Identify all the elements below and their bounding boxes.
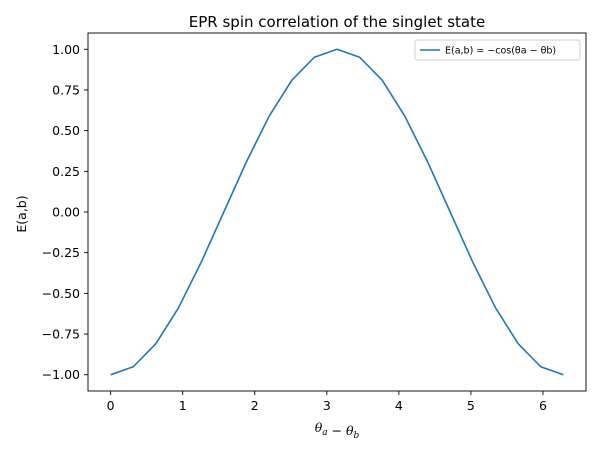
plot-frame xyxy=(87,32,587,392)
series-line-0 xyxy=(110,48,564,376)
x-tick-label: 4 xyxy=(395,398,403,413)
x-axis-label: θa − θb xyxy=(315,420,360,441)
x-tick-label: 3 xyxy=(323,398,331,413)
legend-box xyxy=(414,39,581,61)
y-tick-label: −0.50 xyxy=(42,286,80,301)
y-tick-label: 0.00 xyxy=(52,205,80,220)
y-tick-label: 0.75 xyxy=(52,82,80,97)
y-tick-label: −1.00 xyxy=(42,367,80,382)
y-tick-label: −0.75 xyxy=(42,327,80,342)
legend-entry: E(a,b) = −cos(θa − θb) xyxy=(445,46,556,57)
y-tick-label: 0.25 xyxy=(52,164,80,179)
y-tick-label: 1.00 xyxy=(52,42,80,57)
legend: E(a,b) = −cos(θa − θb) xyxy=(414,39,581,61)
chart-title: EPR spin correlation of the singlet stat… xyxy=(189,13,485,31)
x-tick-label: 1 xyxy=(179,398,187,413)
y-tick-label: −0.25 xyxy=(42,245,80,260)
y-axis: −1.00 −0.75 −0.50 −0.25 0.00 0.25 0.50 0.75 1.00 xyxy=(42,42,88,382)
x-axis: 0 1 2 3 4 5 6 xyxy=(107,391,547,413)
y-axis-label: E(a,b) xyxy=(14,195,29,232)
x-tick-label: 2 xyxy=(251,398,259,413)
x-tick-label: 5 xyxy=(467,398,475,413)
x-tick-label: 0 xyxy=(107,398,115,413)
x-tick-label: 6 xyxy=(539,398,547,413)
plot-area xyxy=(87,32,587,392)
y-tick-label: 0.50 xyxy=(52,123,80,138)
